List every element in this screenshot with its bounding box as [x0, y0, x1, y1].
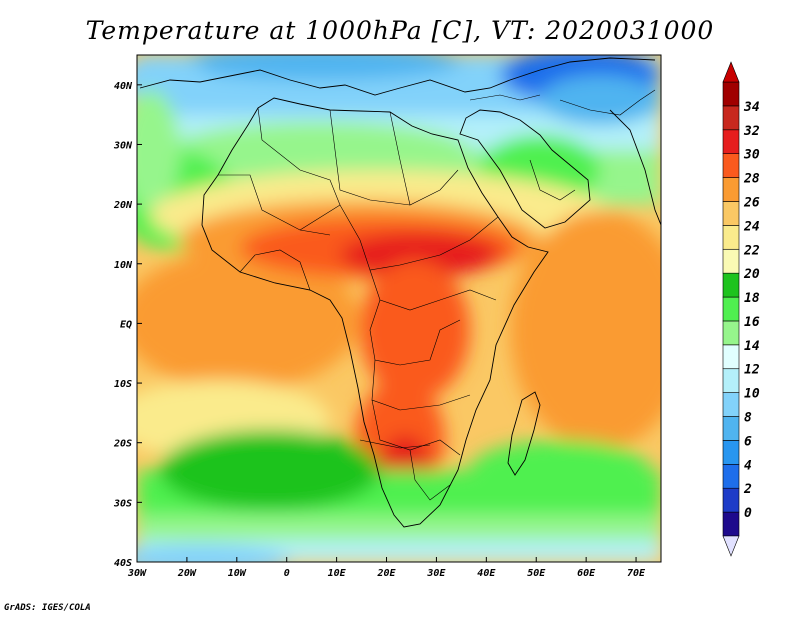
- field-central-red: [360, 260, 470, 400]
- colorbar-bin: [722, 81, 740, 107]
- field-nw-green: [137, 90, 180, 210]
- x-tick-label: 10W: [228, 568, 247, 579]
- colorbar-level-label: 6: [744, 434, 752, 449]
- colorbar-bin: [722, 272, 740, 298]
- field-atlantic-orange: [137, 250, 360, 390]
- colorbar-bin: [722, 320, 740, 346]
- colorbar-bin: [722, 344, 740, 370]
- colorbar-bin: [722, 416, 740, 441]
- europe-coastline: [139, 57, 656, 96]
- y-tick-label: 40S: [114, 558, 132, 569]
- colorbar-level-label: 30: [743, 148, 760, 163]
- colorbar-level-label: 0: [744, 506, 752, 521]
- colorbar-level-label: 32: [743, 124, 760, 139]
- y-tick-label: 30N: [113, 140, 133, 151]
- colorbar-bin: [722, 105, 740, 131]
- colorbar-bin: [722, 487, 740, 513]
- temperature-field: [137, 55, 661, 562]
- colorbar-level-label: 8: [744, 411, 752, 426]
- field-europe-blue: [180, 55, 460, 80]
- field-south-atlantic-green: [160, 430, 380, 510]
- colorbar-level-label: 16: [744, 315, 760, 330]
- colorbar-level-label: 12: [744, 363, 760, 378]
- india-coastline: [609, 109, 661, 226]
- chart-title: Temperature at 1000hPa [C], VT: 20200310…: [85, 16, 715, 45]
- colorbar-over-triangle: [722, 61, 740, 83]
- country-borders: [218, 89, 656, 501]
- colorbar-level-label: 14: [744, 339, 760, 354]
- x-tick-label: 30W: [127, 568, 147, 579]
- field-south-indian-green: [470, 440, 650, 500]
- coastlines: [139, 57, 661, 528]
- colorbar-bin: [722, 129, 740, 154]
- field-south-blue: [137, 545, 290, 562]
- colorbar-level-label: 22: [743, 243, 760, 258]
- colorbar-bin: [722, 177, 740, 202]
- colorbar-bin: [722, 248, 740, 274]
- y-tick-label: 20S: [113, 439, 132, 450]
- colorbar-bin: [722, 464, 740, 489]
- colorbar-bin: [722, 153, 740, 178]
- x-tick-label: 40E: [477, 568, 496, 579]
- x-tick-label: 10E: [328, 568, 347, 579]
- field-indian-orange: [510, 210, 661, 450]
- x-tick-label: 30E: [426, 568, 446, 579]
- y-axis: 40N 30N 20N 10N EQ 10S 20S 30S 40S: [113, 81, 142, 569]
- colorbar-under-triangle: [722, 535, 740, 557]
- africa-coastline: [201, 97, 549, 528]
- madagascar-coastline: [507, 391, 541, 476]
- colorbar-bin: [722, 511, 740, 537]
- plot-frame: [136, 54, 662, 563]
- y-tick-label: 30S: [113, 498, 132, 509]
- colorbar-bin: [722, 368, 740, 393]
- colorbar-bin: [722, 296, 740, 322]
- colorbar-level-label: 20: [743, 267, 760, 282]
- colorbar-bin: [722, 440, 740, 465]
- arabia-coastline: [459, 109, 591, 229]
- x-tick-label: 20W: [177, 568, 197, 579]
- x-axis: 30W 20W 10W 0 10E 20E 30E 40E 50E 60E 70E: [127, 557, 646, 579]
- colorbar-level-label: 24: [743, 219, 760, 234]
- colorbar-level-label: 34: [743, 100, 760, 115]
- field-west-blue: [137, 55, 210, 105]
- colorbar-level-label: 18: [744, 291, 760, 306]
- colorbar-level-label: 4: [744, 458, 752, 473]
- x-tick-label: 70E: [627, 568, 646, 579]
- y-tick-label: 20N: [113, 200, 133, 211]
- colorbar-bin: [722, 225, 740, 250]
- colorbar-level-label: 28: [743, 172, 760, 187]
- y-tick-label: 40N: [114, 81, 133, 92]
- y-tick-label: 10S: [114, 379, 132, 390]
- field-asia-blue: [540, 75, 660, 125]
- credit-text: GrADS: IGES/COLA: [4, 603, 91, 613]
- colorbar-level-label: 10: [744, 387, 760, 402]
- x-tick-label: 20E: [376, 568, 396, 579]
- x-tick-label: 60E: [577, 568, 596, 579]
- colorbar-bin: [722, 201, 740, 226]
- colorbar-bin: [722, 392, 740, 417]
- field-sahel-hot: [340, 233, 500, 277]
- y-tick-label: 10N: [114, 260, 133, 271]
- colorbar-level-label: 26: [743, 195, 760, 210]
- y-tick-label: EQ: [120, 319, 132, 330]
- x-tick-label: 50E: [527, 568, 546, 579]
- colorbar-level-label: 2: [743, 482, 752, 497]
- x-tick-label: 0: [284, 568, 290, 579]
